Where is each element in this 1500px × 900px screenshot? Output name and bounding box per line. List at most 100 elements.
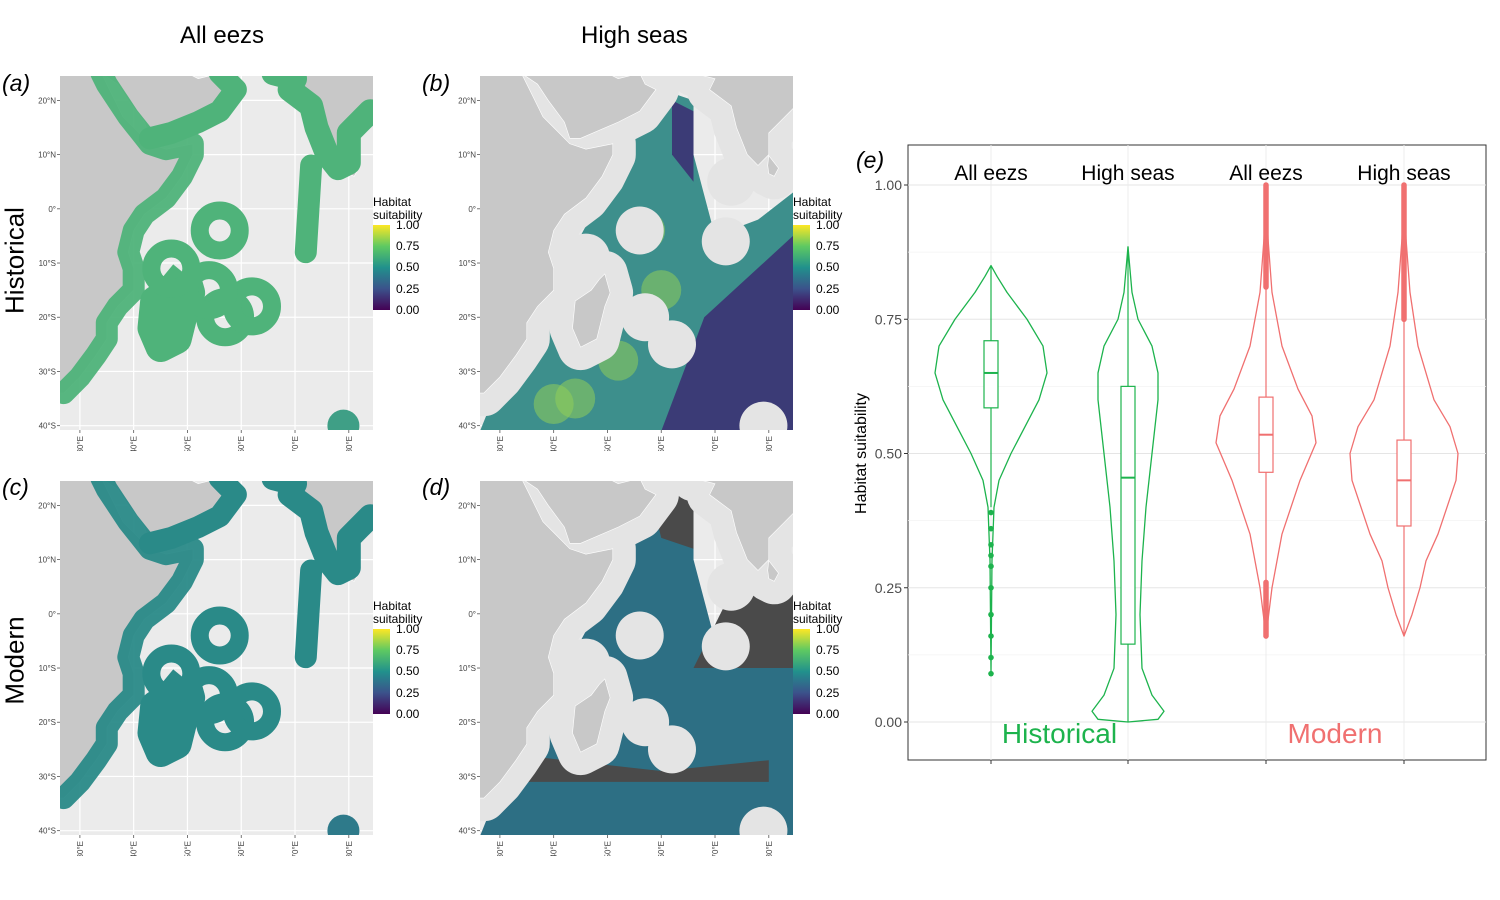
legend-c: Habitat suitability 1.00 0.75 0.50 0.25 … bbox=[373, 600, 423, 721]
legend-tick: 1.00 bbox=[396, 218, 420, 232]
map-modern-high-seas: 20°N 10°N 0° 10°S 20°S 30°S 40°S 30°E 40°E 50°E 60… bbox=[458, 481, 793, 856]
eez-arabia-band bbox=[138, 481, 247, 555]
eez-island-area bbox=[707, 562, 756, 611]
lat-tick-label: 40°S bbox=[39, 827, 56, 836]
legend-title-line2: suitability bbox=[793, 612, 843, 626]
legend-title-line1: Habitat bbox=[793, 195, 832, 209]
nodata-zone bbox=[516, 754, 769, 782]
eez-island-band bbox=[190, 606, 249, 665]
lat-tick-label: 10°S bbox=[39, 664, 56, 673]
land-polygon bbox=[480, 481, 614, 799]
land-polygon bbox=[703, 481, 793, 571]
lat-tick-label: 10°S bbox=[39, 259, 56, 268]
box bbox=[1396, 439, 1412, 527]
lon-tick-label: 60°E bbox=[657, 841, 666, 856]
eez-island-area bbox=[701, 217, 750, 266]
legend-title-line2: suitability bbox=[373, 612, 423, 626]
eez-habitat-band bbox=[60, 76, 373, 430]
lon-tick-label: 80°E bbox=[765, 841, 774, 856]
lon-tick-label: 40°E bbox=[550, 841, 559, 856]
violin-outline bbox=[934, 264, 1048, 675]
lat-tick-label: 20°N bbox=[38, 501, 56, 510]
legend-title-line1: Habitat bbox=[793, 599, 832, 613]
lat-tick-label: 10°N bbox=[38, 151, 56, 160]
legend-tick: 0.75 bbox=[396, 239, 420, 253]
land-polygon bbox=[767, 559, 779, 582]
eez-island-area bbox=[615, 206, 664, 255]
land-polygon bbox=[703, 76, 793, 166]
lat-tick-label: 0° bbox=[48, 205, 56, 214]
legend-tick: 0.75 bbox=[816, 239, 840, 253]
violin-modern-high-seas bbox=[1349, 182, 1459, 637]
eez-island-area bbox=[739, 806, 788, 835]
eez-maldives-band bbox=[294, 559, 323, 669]
lon-tick-label: 80°E bbox=[345, 841, 354, 856]
legend-tick: 0.50 bbox=[816, 664, 840, 678]
legend-tick: 0.00 bbox=[396, 707, 420, 721]
map-content bbox=[480, 76, 793, 430]
lat-tick-label: 10°S bbox=[459, 259, 476, 268]
map-plot-area bbox=[480, 481, 793, 835]
outlier-point bbox=[988, 654, 994, 661]
land-polygon bbox=[572, 273, 611, 348]
lat-tick-label: 30°S bbox=[39, 772, 56, 781]
y-tick-label: 1.00 bbox=[875, 177, 902, 193]
lon-tick-label: 70°E bbox=[711, 841, 720, 856]
map-modern-all-eezs: 20°N 10°N 0° 10°S 20°S 30°S 40°S 30°E 40°E 50°E 60… bbox=[38, 481, 373, 856]
legend-tick: 0.50 bbox=[396, 664, 420, 678]
eez-coastal-band bbox=[60, 481, 204, 810]
lon-tick-label: 50°E bbox=[183, 436, 192, 451]
lon-tick-label: 60°E bbox=[237, 841, 246, 856]
lon-tick-label: 30°E bbox=[496, 841, 505, 856]
legend-title-line2: suitability bbox=[373, 208, 423, 222]
legend-tick: 0.75 bbox=[396, 643, 420, 657]
legend-b: Habitat suitability 1.00 0.75 0.50 0.25 … bbox=[793, 195, 842, 317]
outlier-point bbox=[988, 509, 994, 516]
lon-tick-label: 30°E bbox=[76, 436, 85, 451]
legend-tick: 0.50 bbox=[396, 260, 420, 274]
lat-tick-label: 10°S bbox=[459, 664, 476, 673]
eez-island-band bbox=[142, 239, 201, 298]
row-title-historical: Historical bbox=[0, 207, 30, 314]
legend-tick: 0.25 bbox=[396, 686, 420, 700]
column-title-all-eezs: All eezs bbox=[180, 22, 265, 49]
lat-tick-label: 20°N bbox=[38, 96, 56, 105]
eez-coastal-band bbox=[60, 76, 204, 405]
legend-tick: 1.00 bbox=[396, 622, 420, 636]
box bbox=[983, 340, 999, 409]
lon-tick-label: 70°E bbox=[711, 436, 720, 451]
legend-tick: 1.00 bbox=[816, 218, 840, 232]
map-historical-all-eezs: 20°N 10°N 0° 10°S 20°S 30°S 40°S 30°E 40°E 50°E 60… bbox=[38, 76, 373, 451]
eez-india-band bbox=[261, 481, 373, 586]
group-label-modern: Modern bbox=[1288, 718, 1383, 749]
lat-tick-label: 40°S bbox=[459, 422, 476, 431]
outlier-point bbox=[988, 563, 994, 570]
category-label: All eezs bbox=[954, 162, 1028, 185]
lat-tick-label: 20°S bbox=[39, 718, 56, 727]
eez-island-area bbox=[561, 233, 610, 282]
box bbox=[1120, 385, 1136, 645]
outlier-point bbox=[988, 670, 994, 677]
lat-tick-label: 40°S bbox=[39, 422, 56, 431]
eez-island-area bbox=[561, 638, 610, 687]
land-polygon bbox=[524, 481, 657, 544]
map-plot-area bbox=[480, 76, 793, 430]
violin-historical-high-seas bbox=[1091, 246, 1165, 723]
eez-india-band bbox=[261, 76, 373, 181]
map-plot-area bbox=[60, 76, 373, 430]
land-polygon bbox=[480, 76, 614, 394]
lon-tick-label: 30°E bbox=[76, 841, 85, 856]
eez-island-area bbox=[647, 725, 696, 774]
lat-tick-label: 40°S bbox=[459, 827, 476, 836]
eez-island-area bbox=[739, 401, 788, 430]
lat-tick-label: 10°N bbox=[458, 151, 476, 160]
y-tick-label: 0.25 bbox=[875, 580, 902, 596]
plot-panel bbox=[907, 144, 1487, 761]
legend-colorbar bbox=[793, 225, 810, 310]
outlier-point bbox=[988, 541, 994, 548]
lat-tick-label: 20°S bbox=[39, 313, 56, 322]
lat-tick-label: 10°N bbox=[38, 556, 56, 565]
legend-tick: 0.00 bbox=[396, 303, 420, 317]
lat-tick-label: 30°S bbox=[39, 367, 56, 376]
legend-tick: 0.00 bbox=[816, 707, 840, 721]
